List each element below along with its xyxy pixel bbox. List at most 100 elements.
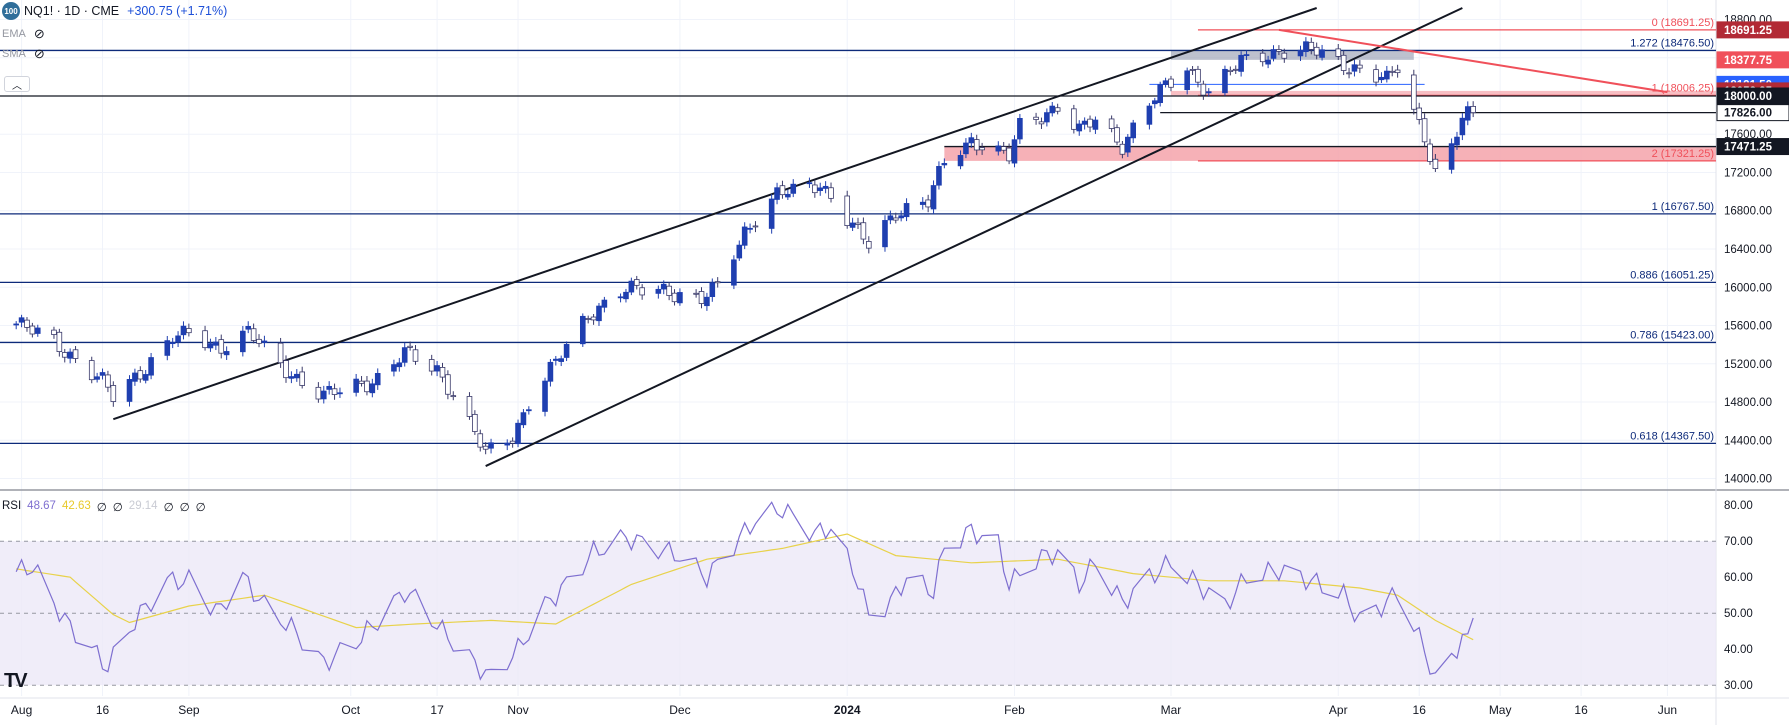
price-tag-bg xyxy=(1716,104,1789,122)
candle-down xyxy=(1411,74,1417,110)
candle-up xyxy=(353,378,359,393)
rsi-extra-value: 29.14 xyxy=(128,500,158,512)
candle-up xyxy=(1162,80,1169,85)
candle-up xyxy=(369,383,376,394)
chart-header: 100 NQ1! · 1D · CME +300.75 (+1.71%) xyxy=(0,0,227,22)
fib-levels: 0 (18691.25) 1.272 (18476.50) 1 (18006.25)… xyxy=(0,17,1716,445)
candle-down xyxy=(1071,108,1077,130)
candle-down xyxy=(450,395,457,398)
price-tick-label: 14400.00 xyxy=(1724,435,1772,447)
candle-up xyxy=(623,291,629,300)
ema-indicator[interactable]: EMA ⊘ xyxy=(2,26,45,42)
candle-down xyxy=(56,331,63,352)
candle-up xyxy=(1459,117,1466,136)
candle-up xyxy=(1384,70,1390,80)
candle-down xyxy=(1033,116,1039,120)
candle-up xyxy=(919,201,926,205)
candle-down xyxy=(925,199,931,208)
rsi-ma-line xyxy=(16,533,1474,641)
candle-down xyxy=(283,360,289,379)
rsi-ma-value: 42.63 xyxy=(61,500,91,512)
price-tag: 18000.00 xyxy=(1724,91,1772,103)
candle-down xyxy=(865,241,872,249)
candle-down xyxy=(1108,118,1115,129)
candle-up xyxy=(822,185,829,189)
candle-down xyxy=(186,328,192,334)
candle-down xyxy=(1281,52,1288,59)
candle-down xyxy=(1087,118,1093,128)
candle-up xyxy=(337,392,343,395)
chevron-up-icon[interactable]: ︿ xyxy=(4,76,30,92)
time-tick-label: 16 xyxy=(96,703,110,717)
candle-up xyxy=(13,323,19,326)
candle-up xyxy=(148,357,154,376)
candle-down xyxy=(698,291,705,304)
candle-up xyxy=(628,280,635,293)
candle-up xyxy=(293,373,300,379)
candle-up xyxy=(207,343,214,349)
symbol-title[interactable]: NQ1! · 1D · CME xyxy=(24,4,120,18)
candle-down xyxy=(812,184,818,194)
candle-up xyxy=(1448,143,1455,170)
price-tag-bg xyxy=(1716,138,1789,156)
tradingview-logo[interactable]: TV xyxy=(4,670,28,692)
symbol-icon[interactable]: 100 xyxy=(2,2,20,20)
candle-up xyxy=(180,325,187,336)
candle-down xyxy=(29,325,36,335)
candle-down xyxy=(1195,68,1201,83)
rsi-null-5: ∅ xyxy=(195,502,206,514)
rsi-name: RSI xyxy=(2,500,22,512)
candle-down xyxy=(1340,54,1347,71)
candle-up xyxy=(1265,59,1271,65)
candle-down xyxy=(1432,158,1439,169)
sma-indicator[interactable]: SMA ⊘ xyxy=(2,46,45,62)
candle-up xyxy=(1319,49,1325,58)
rsi-legend[interactable]: RSI 48.67 42.63 ∅ ∅ 29.14 ∅ ∅ ∅ xyxy=(2,500,206,514)
candle-down xyxy=(1335,48,1342,57)
candle-up xyxy=(1238,54,1244,72)
candle-up xyxy=(542,380,548,412)
candle-up xyxy=(1044,112,1050,123)
candle-down xyxy=(860,222,867,240)
fib-level-label: 1 (18006.25) xyxy=(1652,82,1714,94)
candle-up xyxy=(660,283,667,290)
candle-up xyxy=(396,362,403,368)
candle-down xyxy=(331,388,338,395)
candle-down xyxy=(482,445,489,450)
candle-up xyxy=(596,305,602,322)
candle-up xyxy=(1076,123,1083,132)
candle-up xyxy=(288,376,295,379)
candle-up xyxy=(1125,136,1131,153)
candle-down xyxy=(358,380,365,384)
candle-up xyxy=(747,227,753,230)
candle-down xyxy=(1421,118,1428,143)
candle-up xyxy=(995,145,1002,152)
candle-up xyxy=(1151,100,1158,105)
price-zones xyxy=(944,50,1716,161)
candle-down xyxy=(1227,69,1234,72)
candle-down xyxy=(844,195,851,226)
candle-up xyxy=(1464,106,1471,121)
candle-up xyxy=(957,155,964,167)
price-tag-bg xyxy=(1716,21,1789,39)
support-zone xyxy=(944,146,1716,161)
fib-zone xyxy=(1170,90,1716,96)
candle-down xyxy=(1038,121,1045,125)
eye-off-icon[interactable]: ⊘ xyxy=(33,46,45,61)
candle-up xyxy=(785,193,791,198)
candle-down xyxy=(428,359,435,372)
candle-up xyxy=(132,372,138,382)
candle-up xyxy=(1297,49,1304,57)
candle-down xyxy=(407,345,413,348)
candle-down xyxy=(633,279,640,286)
candle-down xyxy=(72,349,79,359)
candle-down xyxy=(1114,127,1120,143)
candle-down xyxy=(1357,64,1363,69)
price-tags: 18691.2518377.7518121.5018053.2518000.00… xyxy=(1716,21,1789,156)
time-tick-label: Jun xyxy=(1658,703,1677,717)
candle-up xyxy=(558,358,565,362)
candle-up xyxy=(731,259,737,286)
trend-lines xyxy=(112,7,1668,467)
eye-off-icon[interactable]: ⊘ xyxy=(33,26,45,41)
